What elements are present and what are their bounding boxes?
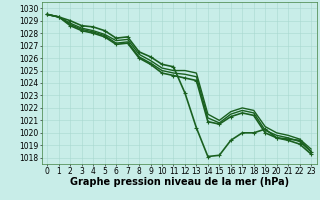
X-axis label: Graphe pression niveau de la mer (hPa): Graphe pression niveau de la mer (hPa) <box>70 177 289 187</box>
